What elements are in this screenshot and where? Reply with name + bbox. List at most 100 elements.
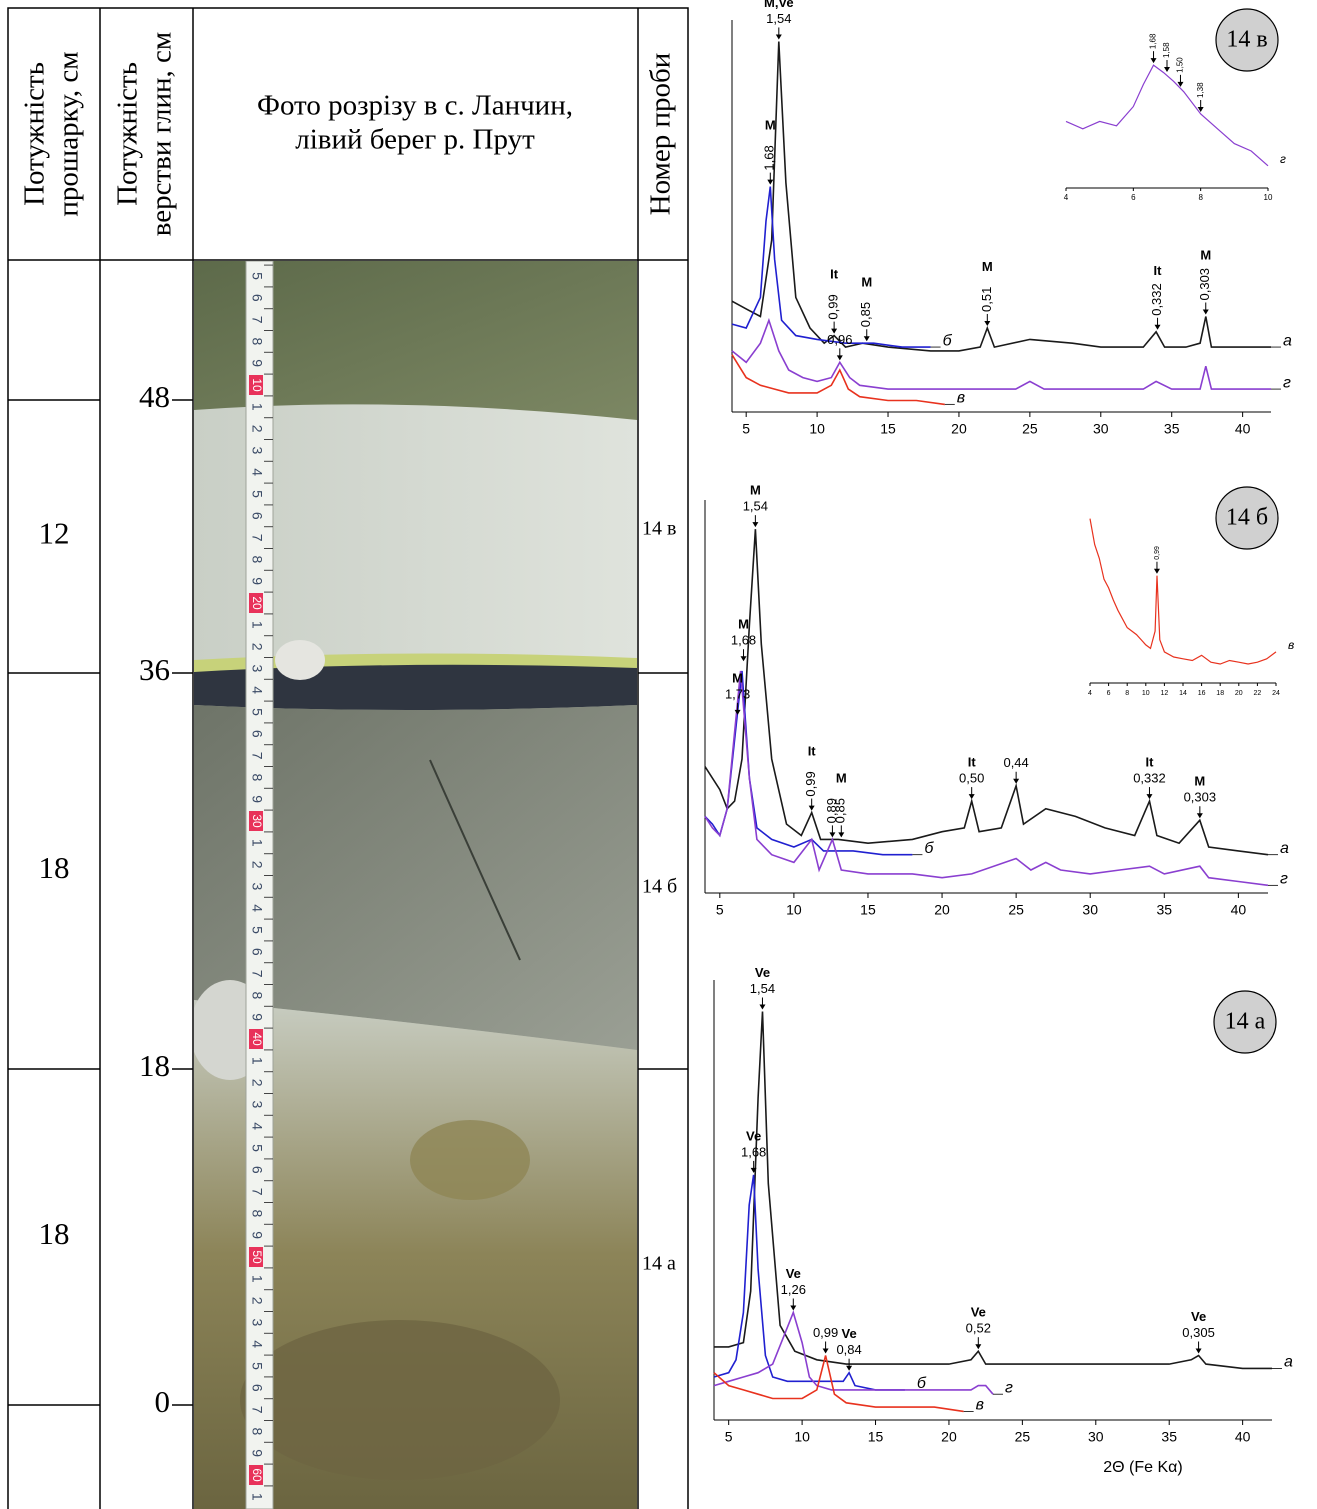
tape-digit: 9 — [249, 1449, 265, 1457]
x-tick-label: 40 — [1235, 421, 1251, 437]
tape-digit: 1 — [249, 1057, 265, 1065]
peak-arrowhead — [846, 1366, 852, 1371]
panel-label: 14 б — [1226, 505, 1268, 531]
d-spacing: 1,38 — [1196, 82, 1205, 98]
x-tick-label: 5 — [725, 1429, 733, 1445]
x-tick-label: 5 — [716, 902, 724, 918]
spectrum-line — [732, 42, 1271, 351]
series-name: г — [1005, 1379, 1013, 1396]
tape-digit: 4 — [249, 468, 265, 476]
d-spacing: 1,54 — [750, 981, 775, 996]
x-tick-label: 15 — [868, 1429, 884, 1445]
tape-digit: 2 — [249, 1297, 265, 1305]
series-name: в — [1288, 638, 1294, 652]
peak-arrowhead — [838, 832, 844, 837]
sample-number: 14 в — [642, 518, 676, 540]
tape-digit: 1 — [249, 403, 265, 411]
peak-arrowhead — [975, 1344, 981, 1349]
d-spacing: 0,85 — [858, 302, 873, 327]
page: 5678910123456789201234567893012345678940… — [0, 0, 1317, 1509]
x-tick-label: 20 — [1235, 690, 1243, 697]
tape-digit: 5 — [249, 1144, 265, 1152]
peak-arrowhead — [1196, 1349, 1202, 1354]
header-text: прошарку, см — [53, 51, 85, 216]
x-tick-label: 35 — [1161, 1429, 1177, 1445]
series-name: в — [976, 1397, 984, 1414]
tape-digit: 6 — [249, 512, 265, 520]
tape-digit: 8 — [249, 992, 265, 1000]
peak-label: M — [1194, 774, 1205, 789]
d-spacing: 1,26 — [781, 1282, 806, 1297]
tape-digit: 8 — [249, 1210, 265, 1218]
peak-label: M — [765, 118, 776, 133]
peak-arrowhead — [1155, 325, 1161, 330]
x-tick-label: 20 — [934, 902, 950, 918]
series-name: б — [924, 840, 934, 857]
peak-arrowhead — [1164, 67, 1170, 72]
d-spacing: 1,68 — [762, 145, 777, 170]
x-tick-label: 22 — [1254, 690, 1262, 697]
tape-digit: 6 — [249, 294, 265, 302]
tape-digit: 5 — [249, 272, 265, 280]
x-tick-label: 20 — [951, 421, 967, 437]
x-tick-label: 25 — [1022, 421, 1038, 437]
peak-arrowhead — [1146, 794, 1152, 799]
tape-digit: 2 — [249, 861, 265, 869]
peak-arrowhead — [829, 832, 835, 837]
d-spacing: 0,85 — [833, 798, 848, 823]
x-tick-label: 35 — [1157, 902, 1173, 918]
x-tick-label: 40 — [1231, 902, 1247, 918]
tape-digit: 8 — [249, 338, 265, 346]
series-name: а — [1280, 840, 1289, 857]
x-tick-label: 8 — [1198, 193, 1203, 202]
peak-label: M — [732, 670, 743, 685]
tape-digit: 4 — [249, 1122, 265, 1130]
tape-digit: 8 — [249, 556, 265, 564]
d-spacing: 1,73 — [725, 686, 750, 701]
tape-digit: 7 — [249, 1406, 265, 1414]
header-text: Потужність — [19, 62, 51, 206]
tape-digit: 5 — [249, 926, 265, 934]
tape-digit: 1 — [249, 621, 265, 629]
d-spacing: 1,58 — [1162, 42, 1171, 58]
peak-label: M — [836, 770, 847, 785]
d-spacing: 0,305 — [1182, 1325, 1215, 1340]
x-tick-label: 30 — [1088, 1429, 1104, 1445]
tape-digit: 8 — [249, 1428, 265, 1436]
header-text: Потужність — [112, 62, 144, 206]
peak-label: Ve — [746, 1128, 761, 1143]
peak-label: It — [1145, 755, 1154, 770]
x-tick-label: 5 — [742, 421, 750, 437]
peak-label: Ve — [1191, 1309, 1206, 1324]
tape-digit: 4 — [249, 904, 265, 912]
peak-arrowhead — [776, 34, 782, 39]
series-name: б — [943, 332, 953, 349]
peak-arrowhead — [809, 806, 815, 811]
tape-digit: 9 — [249, 1231, 265, 1239]
charts: 510152025303540абгв1,54M,Ve1,68M0,99It0,… — [705, 0, 1294, 1476]
d-spacing: 0,99 — [813, 1325, 838, 1340]
panel-label: 14 в — [1226, 27, 1267, 53]
peak-label: It — [1154, 263, 1163, 278]
peak-arrowhead — [1203, 310, 1209, 315]
peak-arrowhead — [984, 321, 990, 326]
depth-label: 48 — [139, 379, 170, 414]
photo: 5678910123456789201234567893012345678940… — [190, 261, 637, 1509]
tape-digit: 1 — [249, 1275, 265, 1283]
x-tick-label: 16 — [1198, 690, 1206, 697]
x-tick-label: 15 — [880, 421, 896, 437]
tape-digit: 6 — [249, 948, 265, 956]
d-spacing: 0,303 — [1184, 790, 1217, 805]
depth-label: 18 — [139, 1048, 170, 1083]
tape-digit: 9 — [249, 359, 265, 367]
layer-thickness: 12 — [39, 516, 70, 551]
peak-arrowhead — [823, 1349, 829, 1354]
d-spacing: 0,99 — [826, 294, 841, 319]
tape-digit: 5 — [249, 1362, 265, 1370]
peak-arrowhead — [837, 355, 843, 360]
x-tick-label: 15 — [860, 902, 876, 918]
d-spacing: 0,332 — [1133, 771, 1166, 786]
series-name: г — [1280, 152, 1286, 166]
d-spacing: 0,50 — [959, 771, 984, 786]
photo-patch — [410, 1120, 530, 1200]
